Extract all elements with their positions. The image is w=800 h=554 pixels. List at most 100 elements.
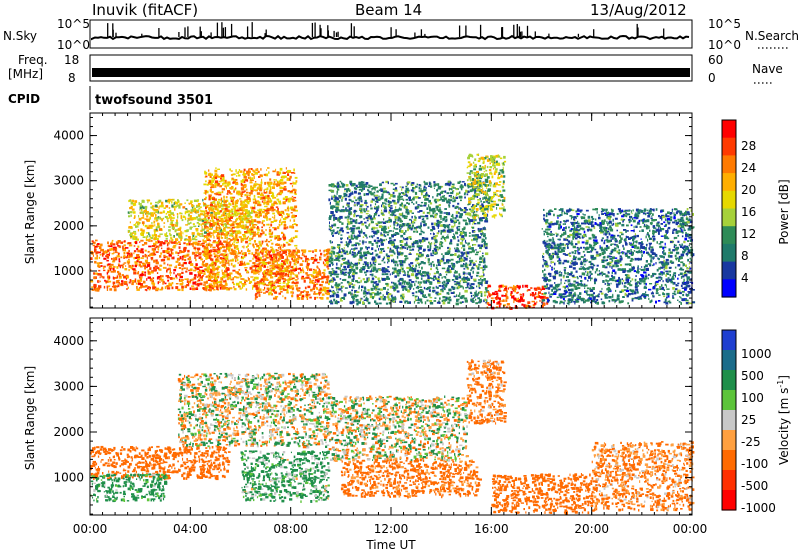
data-cell xyxy=(166,250,168,252)
data-cell xyxy=(376,223,379,226)
data-cell xyxy=(92,244,96,247)
data-cell xyxy=(101,254,104,257)
data-cell xyxy=(373,281,377,284)
data-cell xyxy=(259,203,262,207)
data-cell xyxy=(101,275,103,278)
data-cell xyxy=(359,195,362,199)
data-cell xyxy=(288,208,290,211)
data-cell xyxy=(251,226,253,230)
data-cell xyxy=(171,256,174,260)
data-cell xyxy=(376,201,379,203)
data-cell xyxy=(348,269,352,272)
data-cell xyxy=(224,286,227,289)
data-cell xyxy=(206,213,208,216)
data-cell xyxy=(208,252,212,255)
data-cell xyxy=(109,245,113,248)
data-cell xyxy=(405,230,407,233)
data-cell xyxy=(363,210,366,213)
data-cell xyxy=(375,253,379,256)
data-cell xyxy=(173,271,175,275)
data-cell xyxy=(374,227,378,229)
data-cell xyxy=(156,245,159,248)
data-cell xyxy=(245,246,248,249)
data-cell xyxy=(455,188,458,191)
data-cell xyxy=(253,254,256,257)
data-cell xyxy=(354,291,356,294)
data-cell xyxy=(191,285,195,287)
data-cell xyxy=(266,207,270,211)
data-cell xyxy=(233,251,237,254)
data-cell xyxy=(204,285,207,288)
data-cell xyxy=(475,249,477,251)
data-cell xyxy=(208,253,211,257)
data-cell xyxy=(223,217,227,220)
data-cell xyxy=(111,267,113,269)
data-cell xyxy=(430,254,434,257)
data-cell xyxy=(259,288,262,292)
data-cell xyxy=(358,181,362,185)
data-cell xyxy=(433,187,435,190)
data-cell xyxy=(217,231,219,235)
data-cell xyxy=(164,215,168,218)
data-cell xyxy=(450,262,454,265)
data-cell xyxy=(456,243,459,247)
data-cell xyxy=(240,192,244,195)
data-cell xyxy=(201,228,204,232)
data-cell xyxy=(253,233,256,237)
data-cell xyxy=(253,219,257,223)
data-cell xyxy=(316,265,319,269)
data-cell xyxy=(172,246,176,249)
data-cell xyxy=(359,215,363,219)
data-cell xyxy=(230,210,234,213)
data-cell xyxy=(142,255,145,257)
data-cell xyxy=(468,218,470,220)
data-cell xyxy=(179,236,183,239)
data-cell xyxy=(183,248,187,252)
data-cell xyxy=(137,245,140,248)
data-cell xyxy=(226,258,228,261)
data-cell xyxy=(264,214,267,217)
data-cell xyxy=(203,288,207,291)
data-cell xyxy=(229,187,231,190)
data-cell xyxy=(240,260,243,263)
data-cell xyxy=(227,245,229,248)
data-cell xyxy=(104,279,106,282)
data-cell xyxy=(374,285,377,289)
data-cell xyxy=(356,291,360,293)
data-cell xyxy=(335,209,338,213)
data-cell xyxy=(130,232,134,235)
data-cell xyxy=(193,225,197,228)
data-cell xyxy=(310,288,313,292)
data-cell xyxy=(263,208,266,211)
data-cell xyxy=(297,255,300,257)
data-cell xyxy=(378,297,381,301)
data-cell xyxy=(433,215,435,218)
data-cell xyxy=(260,196,264,200)
data-cell xyxy=(164,233,167,237)
data-cell xyxy=(353,294,357,296)
data-cell xyxy=(95,251,99,254)
data-cell xyxy=(332,277,335,280)
data-cell xyxy=(241,284,245,287)
data-cell xyxy=(159,211,163,214)
data-cell xyxy=(267,266,269,269)
data-cell xyxy=(253,194,256,198)
data-cell xyxy=(157,225,161,229)
data-cell xyxy=(363,286,367,290)
data-cell xyxy=(233,238,237,241)
data-cell xyxy=(425,257,427,259)
data-cell xyxy=(434,222,436,226)
data-cell xyxy=(237,171,239,174)
data-cell xyxy=(210,213,214,217)
data-cell xyxy=(134,263,138,266)
data-cell xyxy=(243,173,247,176)
data-cell xyxy=(294,191,297,194)
data-cell xyxy=(203,260,205,262)
data-cell xyxy=(430,264,432,268)
data-cell xyxy=(336,273,340,275)
data-cell xyxy=(167,258,169,260)
data-cell xyxy=(452,216,454,219)
data-cell xyxy=(107,275,111,279)
data-cell xyxy=(377,199,381,201)
data-cell xyxy=(430,233,432,235)
